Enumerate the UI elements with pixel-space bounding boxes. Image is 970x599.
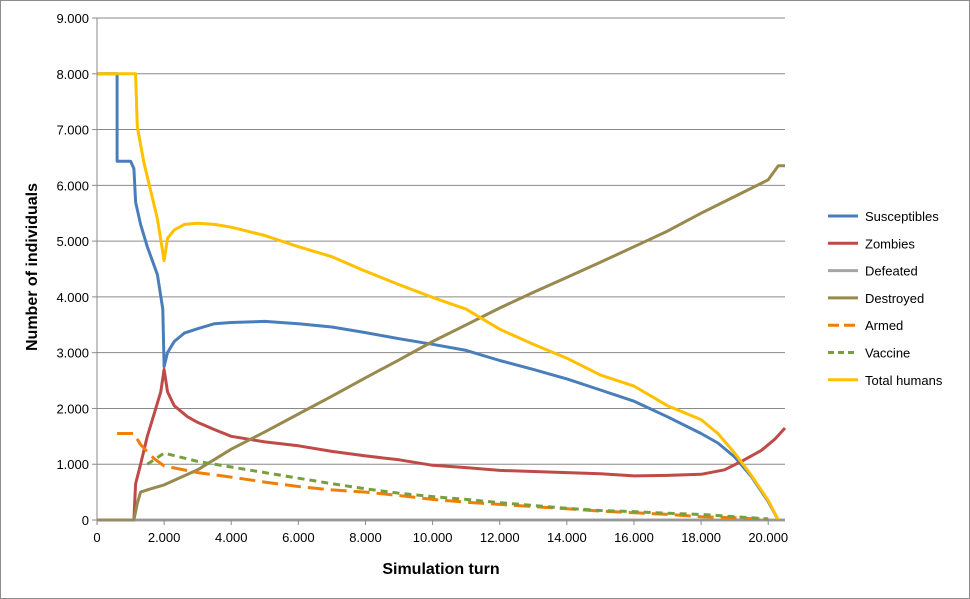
series-line-total-humans (97, 72, 780, 521)
x-tick-label: 14.000 (547, 530, 587, 545)
legend-label: Armed (865, 318, 903, 333)
x-tick-label: 20.000 (748, 530, 788, 545)
legend-label: Destroyed (865, 291, 924, 306)
legend: Susceptibles Zombies Defeated Destroyed Arme… (828, 209, 943, 388)
y-tick-label: 4.000 (56, 290, 89, 305)
x-tick-label: 10.000 (413, 530, 453, 545)
legend-label: Susceptibles (865, 209, 939, 224)
y-tick-label: 3.000 (56, 346, 89, 361)
y-tick-label: 8.000 (56, 67, 89, 82)
y-tick-label: 7.000 (56, 123, 89, 138)
x-tick-label: 12.000 (480, 530, 520, 545)
series-line-destroyed (97, 164, 785, 522)
series-line-zombies (97, 367, 787, 522)
axes (92, 17, 785, 525)
gridlines (97, 17, 785, 465)
y-tick-label: 6.000 (56, 178, 89, 193)
series-line-armed (117, 432, 769, 521)
x-tick-label: 16.000 (614, 530, 654, 545)
series-line-susceptibles (97, 72, 780, 521)
y-tick-label: 0 (82, 513, 89, 528)
x-tick-label: 2.000 (148, 530, 181, 545)
x-tick-label: 0 (93, 530, 100, 545)
x-axis-title: Simulation turn (382, 561, 499, 578)
y-tick-label: 9.000 (56, 11, 89, 26)
x-tick-label: 18.000 (681, 530, 721, 545)
legend-label: Defeated (865, 264, 918, 279)
x-tick-label: 8.000 (349, 530, 382, 545)
x-tick-label: 6.000 (282, 530, 315, 545)
series-line-vaccine (146, 451, 769, 521)
legend-label: Vaccine (865, 346, 910, 361)
y-tick-label: 1.000 (56, 457, 89, 472)
y-axis-title: Number of individuals (24, 183, 41, 351)
tick-labels: 0 1.000 2.000 3.000 4.000 5.000 6.000 7.000 8.00… (56, 11, 788, 545)
legend-label: Total humans (865, 373, 943, 388)
y-tick-label: 2.000 (56, 401, 89, 416)
legend-label: Zombies (865, 236, 915, 251)
y-tick-label: 5.000 (56, 234, 89, 249)
x-tick-label: 4.000 (215, 530, 248, 545)
